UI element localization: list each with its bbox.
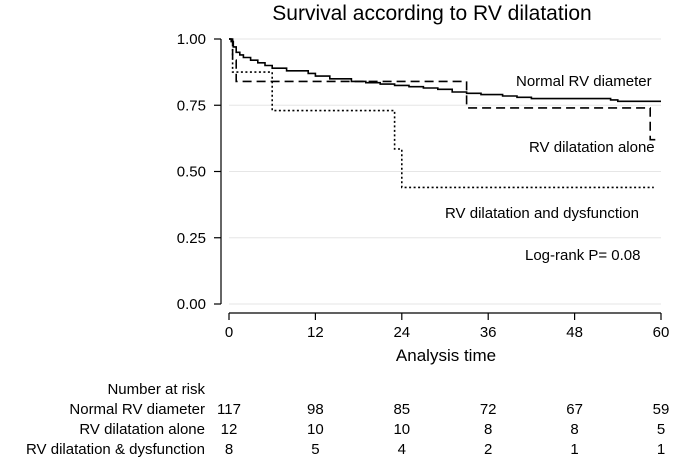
risk-row-label: RV dilatation alone [79,421,205,438]
risk-row-label: Normal RV diameter [69,401,205,418]
risk-cell: 59 [653,401,670,418]
tick-labels: 0.00 0.25 0.50 0.75 1.00 0 12 24 36 48 60 [177,31,670,341]
risk-cell: 117 [217,401,241,418]
grid-lines [229,38,661,305]
risk-cell: 85 [393,401,410,418]
x-axis-label: Analysis time [396,346,496,365]
chart-title: Survival according to RV dilatation [272,2,591,25]
x-tick-label: 36 [480,324,497,341]
y-tick-label: 1.00 [177,31,206,48]
risk-cell: 8 [570,421,578,438]
risk-cell: 8 [484,421,492,438]
risk-cell: 4 [398,441,406,457]
annotation-normal-rv: Normal RV diameter [516,73,652,90]
annotation-rv-alone: RV dilatation alone [529,139,655,156]
risk-cell: 2 [484,441,492,457]
risk-cell: 5 [311,441,319,457]
x-tick-label: 0 [225,324,233,341]
risk-cell: 1 [657,441,665,457]
y-tick-label: 0.00 [177,296,206,313]
logrank-text: Log-rank P= 0.08 [525,247,641,264]
risk-cell: 72 [480,401,497,418]
annotation-rv-dysfunction: RV dilatation and dysfunction [445,205,639,222]
risk-cell: 1 [570,441,578,457]
risk-cell: 5 [657,421,665,438]
x-tick-label: 12 [307,324,324,341]
risk-cell: 98 [307,401,324,418]
risk-row-label: RV dilatation & dysfunction [26,441,205,457]
y-tick-label: 0.50 [177,164,206,181]
risk-cell: 12 [221,421,238,438]
x-tick-label: 60 [653,324,670,341]
risk-cell: 10 [393,421,410,438]
risk-table-header: Number at risk [107,381,205,398]
risk-cell: 67 [566,401,583,418]
y-tick-label: 0.25 [177,230,206,247]
y-tick-label: 0.75 [177,97,206,114]
survival-curves [229,38,661,189]
series-line-normal-rv-diameter [229,38,661,103]
series-line-rv-dilatation-and-dysfunction [229,38,654,189]
risk-cell: 10 [307,421,324,438]
risk-cell: 8 [225,441,233,457]
axes [214,38,662,320]
x-tick-label: 48 [566,324,583,341]
x-tick-label: 24 [393,324,410,341]
